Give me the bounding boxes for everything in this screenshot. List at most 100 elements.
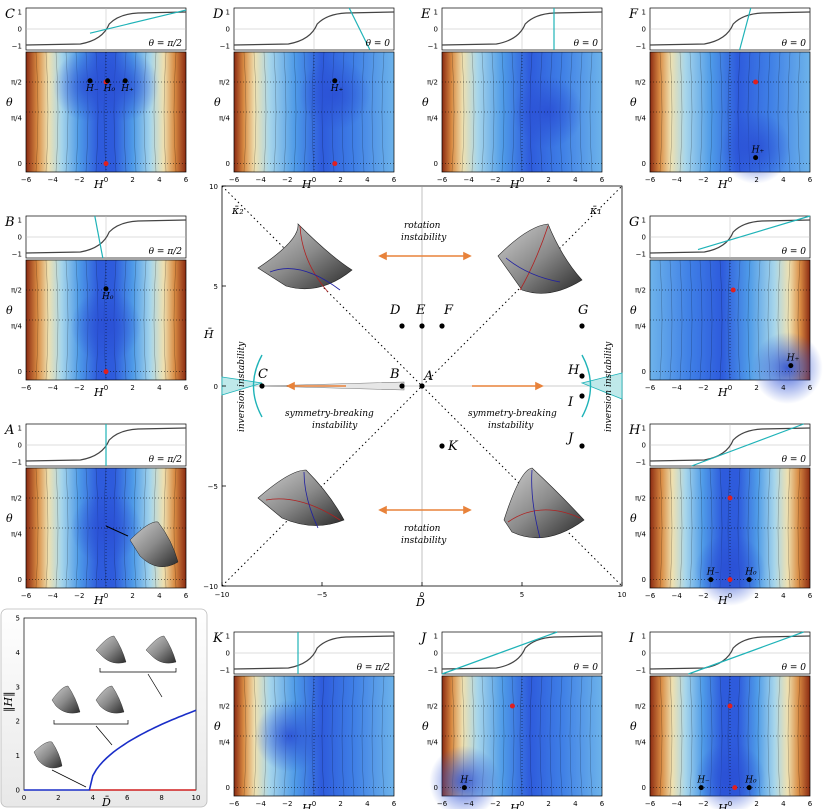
bifurcation-ytick: 0: [16, 787, 20, 795]
rotation-top-line1: rotation: [404, 221, 441, 231]
panel-top-tick: 0: [226, 650, 230, 658]
bifurcation-xtick: 4: [91, 794, 96, 802]
panel-xtick: −2: [282, 800, 292, 808]
panel-energy-well: [752, 332, 823, 404]
panel-ylabel: θ: [6, 304, 13, 317]
panel-xtick: −4: [672, 592, 683, 600]
panel-contour-line: [709, 51, 713, 173]
bifurcation-xlabel: D̄: [101, 796, 111, 809]
panel-xlabel: H: [93, 594, 104, 607]
phase-ytick-label: −5: [208, 483, 218, 491]
bifurcation-ytick: 4: [16, 649, 21, 657]
panel-top-cyan-line: [94, 215, 104, 259]
panel-contour-line: [659, 51, 663, 173]
panel-theta-label: θ = 0: [782, 39, 807, 49]
panel-xtick: −4: [48, 384, 59, 392]
panel-xtick: 0: [728, 176, 732, 184]
phase-point-D: [399, 323, 405, 329]
panel-top-tick: 1: [18, 217, 22, 225]
panel-minimum-point: [746, 785, 752, 791]
panel-contour-line: [35, 51, 39, 173]
phase-point-G: [579, 323, 585, 329]
panel-top-curve: [649, 635, 811, 670]
panel-minimum-point: [332, 78, 338, 84]
panel-xtick: 6: [392, 800, 397, 808]
panel-xtick: 2: [338, 176, 342, 184]
symmetry-left-line1: symmetry-breaking: [285, 409, 374, 419]
panel-theta-label: θ = 0: [782, 455, 807, 465]
panel-xtick: 0: [104, 592, 108, 600]
bifurcation-xtick: 0: [22, 794, 26, 802]
panel-xtick: 2: [338, 800, 342, 808]
bifurcation-curve: [88, 709, 197, 791]
bifurcation-inset: 0 2 4 6 8 10 0 1 2 3 4 5 D̄ ‖H‖: [0, 608, 208, 809]
panel-top-curve: [233, 635, 395, 670]
panel-minimum-point: [788, 363, 794, 369]
panel-xtick: −2: [74, 176, 84, 184]
panel-contour-line: [501, 51, 505, 173]
panel-contour-line: [65, 259, 69, 381]
panel-xlabel: H: [509, 178, 520, 191]
panel-theta-label: θ = 0: [782, 663, 807, 673]
panel-theta-tick: 0: [226, 784, 230, 792]
panel-xtick: 6: [808, 384, 813, 392]
panel-xtick: 6: [808, 592, 813, 600]
panel-top-tick: 0: [18, 234, 22, 242]
panel-theta-label: θ = 0: [782, 247, 807, 257]
panel-contour-line: [797, 675, 801, 797]
phase-point-A: [419, 383, 425, 389]
panel-theta-label: θ = π/2: [357, 663, 391, 673]
panel-theta-tick: 0: [434, 160, 438, 168]
panel-contour-line: [65, 467, 69, 589]
panel-minimum-point: [461, 785, 467, 791]
panel-minimum-label: H₀: [103, 84, 116, 94]
panel-contour-line: [559, 675, 563, 797]
panel-contour-line: [55, 51, 59, 173]
panel-xtick: 0: [520, 176, 524, 184]
panel-xtick: −6: [645, 176, 656, 184]
panel-minimum-label: H₋: [696, 776, 710, 786]
panel-contour-line: [679, 467, 683, 589]
bifurcation-xtick: 6: [125, 794, 130, 802]
panel-theta-tick: 0: [642, 576, 646, 584]
panel-top-tick: −1: [428, 43, 438, 51]
panel-label: C: [5, 7, 15, 22]
panel-xtick: 6: [184, 176, 189, 184]
panel-theta-label: θ = 0: [574, 663, 599, 673]
panel-xlabel: H: [301, 802, 312, 809]
panel-xtick: 6: [392, 176, 397, 184]
panel-contour-line: [719, 259, 723, 381]
panel-ylabel: θ: [6, 512, 13, 525]
panel-theta-label: θ = π/2: [149, 39, 183, 49]
panel-xlabel: H: [717, 802, 728, 809]
phase-point-label-F: F: [443, 303, 454, 318]
rotation-bottom-line1: rotation: [404, 524, 441, 534]
phase-diagram: D̄ H̄ κ̄₂ κ̄₁ rotation instability rotat…: [203, 183, 626, 609]
panel-xtick: −4: [256, 176, 267, 184]
panel-contour-line: [747, 259, 751, 381]
panel-theta-tick: π/4: [11, 323, 23, 331]
panel-top-curve: [233, 11, 395, 46]
panel-contour-line: [481, 51, 485, 173]
phase-ytick-label: 0: [214, 383, 218, 391]
phase-point-C: [259, 383, 265, 389]
panel-contour-line: [689, 675, 693, 797]
panel-theta-tick: π/2: [427, 79, 438, 87]
panel-top-tick: 1: [642, 9, 646, 17]
panel-minimum-label: H₀: [744, 776, 757, 786]
panel-xtick: −2: [490, 800, 500, 808]
panel-xtick: 0: [312, 176, 316, 184]
panel-xtick: 2: [754, 176, 758, 184]
panel-xtick: −4: [672, 176, 683, 184]
panel-saddle-point: [509, 703, 515, 709]
panel-contour-line: [153, 259, 157, 381]
surface-bottom-right: [503, 467, 585, 539]
panel-xtick: 4: [157, 384, 162, 392]
panel-label: E: [420, 7, 431, 22]
panel-theta-tick: π/2: [635, 79, 646, 87]
phase-point-K: [439, 443, 445, 449]
panel-theta-tick: 0: [642, 784, 646, 792]
panel-contour-line: [243, 675, 247, 797]
inversion-arrow-right: [581, 354, 592, 418]
